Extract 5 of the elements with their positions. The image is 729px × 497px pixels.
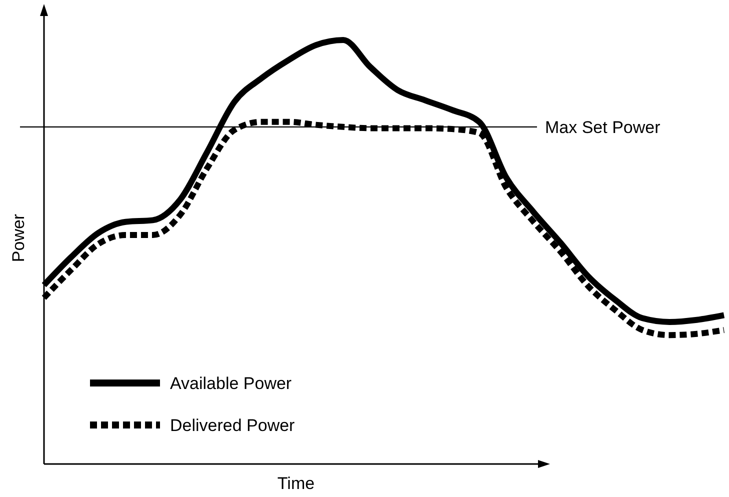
ref-line-label: Max Set Power [545, 118, 661, 137]
y-axis-title: Power [9, 214, 28, 262]
x-axis-title: Time [277, 474, 315, 493]
legend-label: Available Power [170, 374, 292, 393]
legend-label: Delivered Power [170, 416, 296, 435]
